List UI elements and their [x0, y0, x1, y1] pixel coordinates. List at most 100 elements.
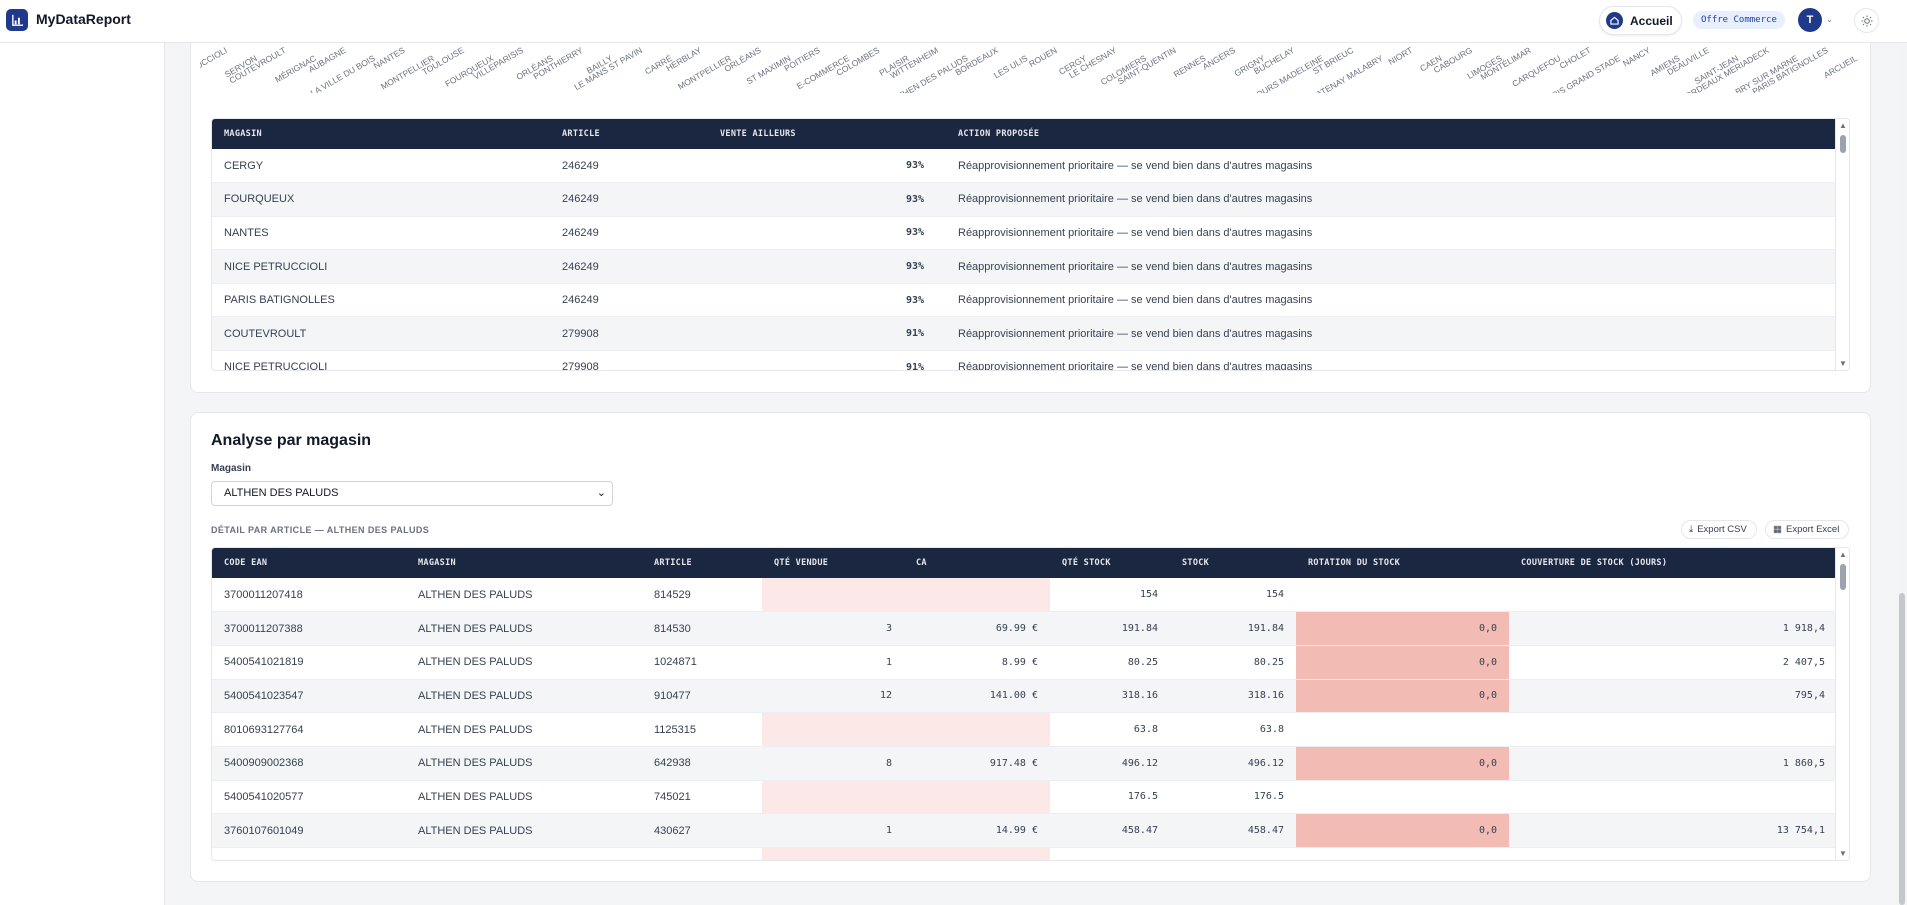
- cell-article: 745021: [642, 780, 762, 815]
- export-csv-label: Export CSV: [1697, 524, 1747, 535]
- cell-vente-ailleurs: 93%: [708, 283, 946, 318]
- table-row[interactable]: FOURQUEUX 246249 93% Réapprovisionnement pr…: [212, 182, 1837, 217]
- table-row[interactable]: 3760107601049 ALTHEN DES PALUDS 430627 1 14.…: [212, 813, 1837, 848]
- cell-couverture: 13 754,1: [1509, 813, 1837, 848]
- cell-couverture: 1 860,5: [1509, 746, 1837, 781]
- magasin-label: Magasin: [211, 463, 252, 474]
- cell-qte-vendue: [762, 578, 904, 613]
- x-axis-tick-label: RENNES: [1171, 53, 1207, 80]
- table-row[interactable]: 5400541020577 ALTHEN DES PALUDS 745021 176.…: [212, 780, 1837, 815]
- cell-ca: 917.48 €: [904, 746, 1050, 781]
- chart-x-axis-labels: NICE PETRUCCIOLISERVONCOUTEVROULTMÉRIGNA…: [200, 43, 1860, 93]
- col-header-code-ean[interactable]: Code EAN: [212, 548, 406, 578]
- col-header-magasin[interactable]: Magasin: [406, 548, 642, 578]
- theme-toggle-button[interactable]: [1854, 8, 1879, 33]
- scroll-thumb[interactable]: [1840, 564, 1846, 590]
- cell-qte-stock: 176.5: [1050, 780, 1170, 815]
- offer-badge: Offre Commerce: [1693, 11, 1785, 29]
- cell-qte-stock: 496.12: [1050, 746, 1170, 781]
- table-row[interactable]: 3700011207388 ALTHEN DES PALUDS 814530 3 69.…: [212, 611, 1837, 646]
- cell-stock: 496.12: [1170, 746, 1296, 781]
- cell-article: 246249: [550, 283, 708, 318]
- col-header-ca[interactable]: CA: [904, 548, 1050, 578]
- user-avatar[interactable]: T: [1798, 8, 1822, 32]
- table-scrollbar[interactable]: ▲ ▼: [1835, 548, 1849, 860]
- export-excel-button[interactable]: ▦ Export Excel: [1765, 520, 1849, 539]
- table-row[interactable]: 8010693127764 ALTHEN DES PALUDS 1125315 63.…: [212, 712, 1837, 747]
- x-axis-tick-label: LES ULIS: [991, 53, 1030, 81]
- cell-ca: [904, 578, 1050, 613]
- download-icon: ⤓: [1689, 524, 1694, 535]
- home-button[interactable]: Accueil: [1599, 6, 1682, 35]
- col-header-article[interactable]: Article: [642, 548, 762, 578]
- scroll-thumb[interactable]: [1840, 135, 1846, 153]
- table-row[interactable]: 3700011207418 ALTHEN DES PALUDS 814529 154 1…: [212, 578, 1837, 613]
- col-header-couverture[interactable]: Couverture de stock (jours): [1509, 548, 1837, 578]
- cell-qte-vendue: 3: [762, 611, 904, 646]
- col-header-stock[interactable]: Stock: [1170, 548, 1296, 578]
- cell-article: 246249: [550, 182, 708, 217]
- x-axis-tick-label: ROUEN: [1027, 45, 1059, 70]
- col-header-qte-vendue[interactable]: Qté vendue: [762, 548, 904, 578]
- sun-icon: [1861, 15, 1872, 26]
- page-scroll-thumb[interactable]: [1899, 593, 1905, 905]
- table-row[interactable]: [212, 847, 1837, 860]
- cell-article: 1125315: [642, 712, 762, 747]
- col-header-qte-stock[interactable]: Qté stock: [1050, 548, 1170, 578]
- table-cell: [1170, 847, 1296, 860]
- page-scrollbar[interactable]: [1897, 43, 1907, 905]
- magasin-select[interactable]: ALTHEN DES PALUDS ⌄: [211, 481, 613, 506]
- table-cell: [406, 847, 642, 860]
- cell-code-ean: 5400541021819: [212, 645, 406, 680]
- cell-action: Réapprovisionnement prioritaire — se ven…: [946, 249, 1837, 284]
- table-cell: [1296, 847, 1509, 860]
- table-row[interactable]: NICE PETRUCCIOLI 246249 93% Réapprovisionne…: [212, 249, 1837, 284]
- cell-stock: 191.84: [1170, 611, 1296, 646]
- table-scrollbar[interactable]: ▲ ▼: [1835, 119, 1849, 370]
- table-row[interactable]: 5400541021819 ALTHEN DES PALUDS 1024871 1 8.…: [212, 645, 1837, 680]
- cell-magasin: ALTHEN DES PALUDS: [406, 611, 642, 646]
- table-row[interactable]: 5400909002368 ALTHEN DES PALUDS 642938 8 917…: [212, 746, 1837, 781]
- col-header-rotation[interactable]: Rotation du stock: [1296, 548, 1509, 578]
- table-cell: [904, 847, 1050, 860]
- col-header-action[interactable]: Action proposée: [946, 119, 1837, 149]
- col-header-vente-ailleurs[interactable]: Vente ailleurs: [708, 119, 946, 149]
- col-header-article[interactable]: Article: [550, 119, 708, 149]
- table-row[interactable]: CERGY 246249 93% Réapprovisionnement priori…: [212, 149, 1837, 184]
- table-row[interactable]: NANTES 246249 93% Réapprovisionnement prior…: [212, 216, 1837, 251]
- cell-qte-vendue: 8: [762, 746, 904, 781]
- cell-article: 642938: [642, 746, 762, 781]
- table-row[interactable]: 5400541023547 ALTHEN DES PALUDS 910477 12 14…: [212, 679, 1837, 714]
- chevron-down-icon: ⌄: [596, 487, 606, 499]
- cell-qte-vendue: [762, 780, 904, 815]
- cell-magasin: ALTHEN DES PALUDS: [406, 746, 642, 781]
- scroll-up-icon[interactable]: ▲: [1839, 550, 1847, 559]
- table-cell: [1050, 847, 1170, 860]
- scroll-up-icon[interactable]: ▲: [1839, 121, 1847, 130]
- table-row[interactable]: NICE PETRUCCIOLI 279908 91% Réapprovisionne…: [212, 350, 1837, 370]
- cell-article: 246249: [550, 249, 708, 284]
- cell-article: 1024871: [642, 645, 762, 680]
- cell-vente-ailleurs: 91%: [708, 316, 946, 352]
- cell-vente-ailleurs: 93%: [708, 149, 946, 184]
- table-row[interactable]: PARIS BATIGNOLLES 246249 93% Réapprovisionn…: [212, 283, 1837, 318]
- scroll-down-icon[interactable]: ▼: [1839, 849, 1847, 858]
- x-axis-tick-label: ARCUEIL: [1822, 53, 1860, 81]
- cell-article: 910477: [642, 679, 762, 714]
- export-csv-button[interactable]: ⤓ Export CSV: [1681, 520, 1757, 539]
- col-header-magasin[interactable]: Magasin: [212, 119, 550, 149]
- scroll-down-icon[interactable]: ▼: [1839, 359, 1847, 368]
- app-brand[interactable]: MyDataReport: [36, 11, 131, 27]
- cell-vente-ailleurs: 93%: [708, 249, 946, 284]
- cell-article: 430627: [642, 813, 762, 848]
- app-logo-icon[interactable]: [6, 9, 28, 31]
- cell-magasin: ALTHEN DES PALUDS: [406, 645, 642, 680]
- cell-ca: 69.99 €: [904, 611, 1050, 646]
- cell-rotation: [1296, 712, 1509, 747]
- table-row[interactable]: COUTEVROULT 279908 91% Réapprovisionnement …: [212, 316, 1837, 352]
- cell-magasin: PARIS BATIGNOLLES: [212, 283, 550, 318]
- table-cell: [1509, 847, 1837, 860]
- cell-rotation: 0,0: [1296, 679, 1509, 714]
- chevron-down-icon[interactable]: ⌄: [1826, 15, 1833, 24]
- cell-vente-ailleurs: 91%: [708, 350, 946, 370]
